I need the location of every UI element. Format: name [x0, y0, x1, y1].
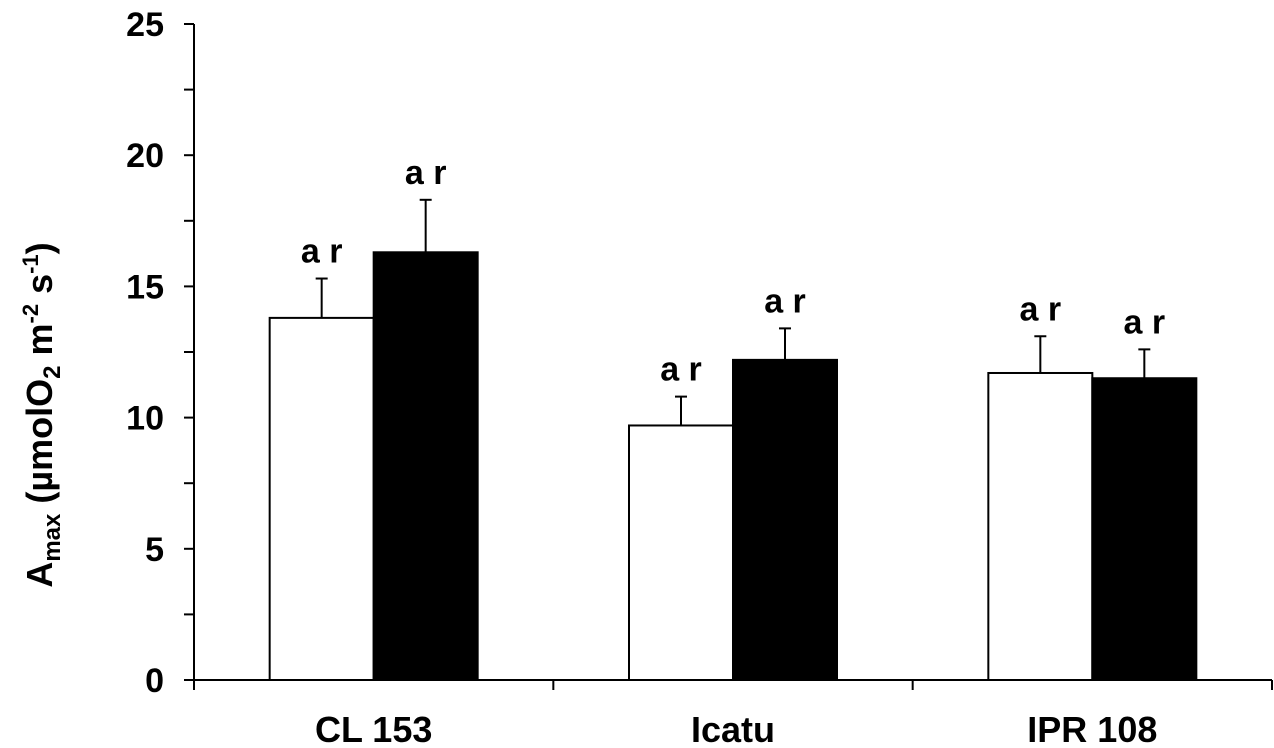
y-tick-label: 5 — [145, 531, 164, 569]
bar — [732, 358, 838, 681]
ylabel-unit-s: s — [19, 274, 60, 304]
y-axis-title: Amax (µmolO2 m-2 s-1) — [18, 242, 66, 587]
ylabel-unit-close: ) — [19, 242, 60, 254]
ylabel-unit-open: (µmolO — [19, 379, 60, 514]
bar — [628, 424, 734, 681]
ylabel-unit-s-sup: -1 — [18, 254, 43, 274]
y-tick-label: 0 — [145, 662, 164, 700]
data-label: a r — [405, 154, 447, 192]
bar — [1091, 377, 1198, 681]
data-label: a r — [301, 233, 343, 271]
ylabel-main: A — [19, 562, 60, 588]
y-tick-label: 15 — [126, 268, 164, 306]
bar — [987, 371, 1094, 681]
data-label: a r — [660, 351, 702, 389]
data-label: a r — [1020, 290, 1062, 328]
ylabel-unit-sub: 2 — [39, 366, 66, 379]
y-tick-label: 25 — [126, 6, 164, 44]
data-label: a r — [1124, 303, 1166, 341]
data-label: a r — [764, 282, 806, 320]
x-tick-label: CL 153 — [315, 709, 432, 748]
ylabel-unit-m: m — [19, 323, 60, 365]
y-tick-label: 10 — [126, 400, 164, 438]
ylabel-unit-m-sup: -2 — [18, 304, 43, 324]
x-tick-label: IPR 108 — [1027, 709, 1157, 748]
ylabel-sub: max — [39, 513, 66, 562]
y-tick-label: 20 — [126, 137, 164, 175]
labels: 0 5 10 15 20 25 CL 153 a r a r Icatu a r a r IPR 108… — [126, 6, 1165, 748]
bars — [268, 198, 1198, 681]
x-tick-label: Icatu — [691, 709, 775, 748]
bar — [372, 251, 479, 681]
bar — [268, 316, 375, 681]
